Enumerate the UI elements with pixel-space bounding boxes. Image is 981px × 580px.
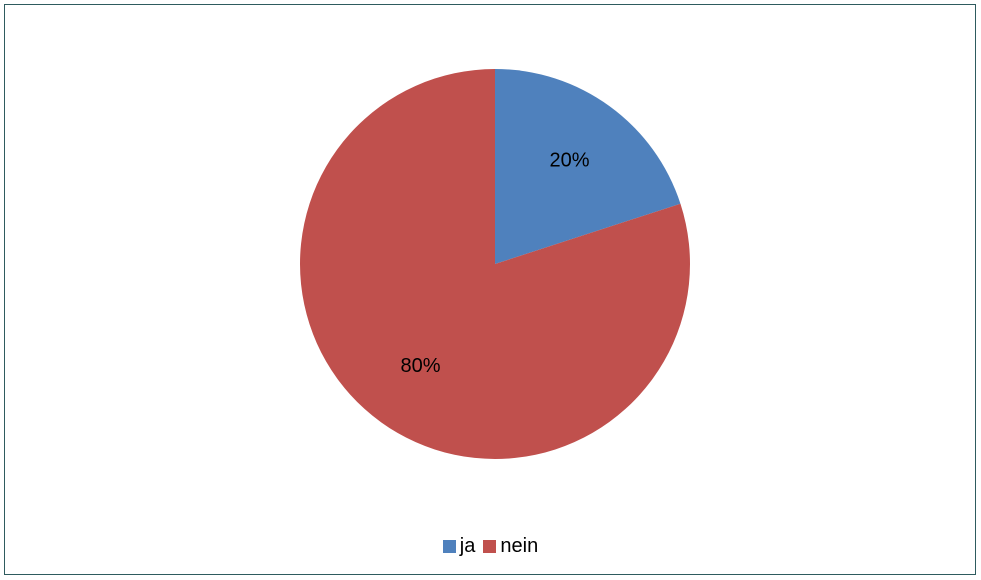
pie-slices [300,69,690,460]
pie-slice-nein [300,69,690,460]
slice-label-ja: 20% [549,150,589,172]
legend-label-nein: nein [500,534,539,557]
legend-item-ja: ja [442,534,476,558]
legend-swatch-ja [442,539,456,553]
legend: ja nein [0,533,981,559]
pie-slice-labels: 20% 80% [400,150,589,377]
slice-label-nein: 80% [400,355,440,377]
legend-swatch-nein [483,539,497,553]
legend-item-nein: nein [483,535,538,558]
legend-label-ja: ja [459,534,476,557]
pie-slice-ja [495,69,681,264]
